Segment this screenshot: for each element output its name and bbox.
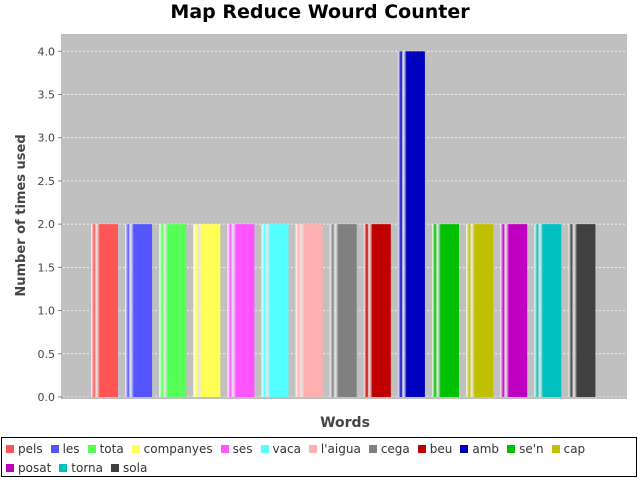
bar-companyes — [193, 224, 221, 397]
bar-laigua — [295, 224, 323, 397]
bar-les — [125, 224, 153, 397]
legend-swatch — [551, 445, 560, 453]
legend: pels les tota companyes ses vaca l'aigua cega be… — [1, 437, 637, 477]
legend-item: posat — [6, 461, 51, 475]
x-axis-label: Words — [320, 415, 370, 431]
legend-label: l'aigua — [320, 442, 361, 456]
legend-swatch — [6, 464, 14, 472]
y-tick-label: 4.0 — [38, 45, 56, 58]
legend-item: cega — [368, 442, 410, 456]
legend-label: pels — [18, 442, 43, 456]
y-axis: 0.0 0.5 1.0 1.5 2.0 2.5 3.0 3.5 4.0 — [38, 34, 63, 404]
legend-label: ses — [232, 442, 253, 456]
legend-swatch — [308, 445, 317, 453]
legend-label: companyes — [143, 442, 213, 456]
chart-title: Map Reduce Wourd Counter — [170, 1, 470, 23]
grid-lines — [63, 50, 627, 398]
legend-swatch — [417, 445, 426, 453]
bar-cega — [329, 224, 357, 397]
bar-sola — [568, 224, 596, 397]
legend-swatch — [507, 445, 516, 453]
legend-label: beu — [429, 442, 453, 456]
legend-item: beu — [417, 442, 453, 456]
y-tick-label: 2.0 — [38, 218, 56, 231]
bar-sen — [432, 224, 459, 397]
legend-item: ses — [220, 442, 253, 456]
legend-swatch — [460, 445, 469, 453]
legend-item: torna — [59, 461, 103, 475]
legend-swatch — [220, 445, 229, 453]
legend-label: se'n — [519, 442, 544, 456]
legend-item: tota — [87, 442, 124, 456]
legend-label: amb — [472, 442, 500, 456]
legend-label: cega — [380, 442, 410, 456]
legend-label: tota — [99, 442, 124, 456]
bar-ses — [227, 224, 255, 397]
bar-vaca — [261, 224, 289, 397]
legend-item: sola — [111, 461, 147, 475]
bar-tota — [159, 224, 187, 397]
legend-swatch — [50, 445, 59, 453]
legend-swatch — [111, 464, 120, 472]
bar-amb — [397, 51, 425, 398]
y-tick-label: 2.5 — [38, 175, 56, 188]
y-tick-label: 0.0 — [38, 391, 56, 404]
legend-swatch — [260, 445, 269, 453]
legend-item: pels — [6, 442, 43, 456]
bars — [91, 51, 596, 398]
legend-label: posat — [18, 461, 52, 475]
bar-pels — [91, 224, 118, 397]
legend-item: vaca — [260, 442, 301, 456]
bar-cap — [466, 224, 494, 397]
bar-torna — [534, 224, 562, 397]
legend-swatch — [131, 445, 140, 453]
legend-label: torna — [71, 461, 104, 475]
legend-swatch — [6, 445, 14, 453]
y-tick-label: 1.0 — [38, 305, 56, 318]
y-tick-label: 3.0 — [38, 132, 56, 145]
legend-item: l'aigua — [308, 442, 361, 456]
legend-swatch — [87, 445, 96, 453]
legend-label: vaca — [272, 442, 301, 456]
legend-label: cap — [563, 442, 586, 456]
bar-chart: 0.0 0.5 1.0 1.5 2.0 2.5 3.0 3.5 4.0 Words Number… — [14, 34, 627, 431]
legend-label: sola — [123, 461, 148, 475]
y-tick-label: 3.5 — [38, 89, 56, 102]
y-axis-label: Number of times used — [14, 134, 29, 296]
y-tick-label: 0.5 — [38, 348, 56, 361]
legend-label: les — [62, 442, 80, 456]
legend-swatch — [59, 464, 68, 472]
bar-posat — [500, 224, 528, 397]
legend-item: les — [50, 442, 80, 456]
legend-item: cap — [551, 442, 586, 456]
legend-swatch — [368, 445, 377, 453]
legend-item: se'n — [507, 442, 544, 456]
y-tick-label: 1.5 — [38, 261, 56, 274]
legend-item: companyes — [131, 442, 213, 456]
bar-beu — [363, 224, 391, 397]
legend-item: amb — [460, 442, 499, 456]
